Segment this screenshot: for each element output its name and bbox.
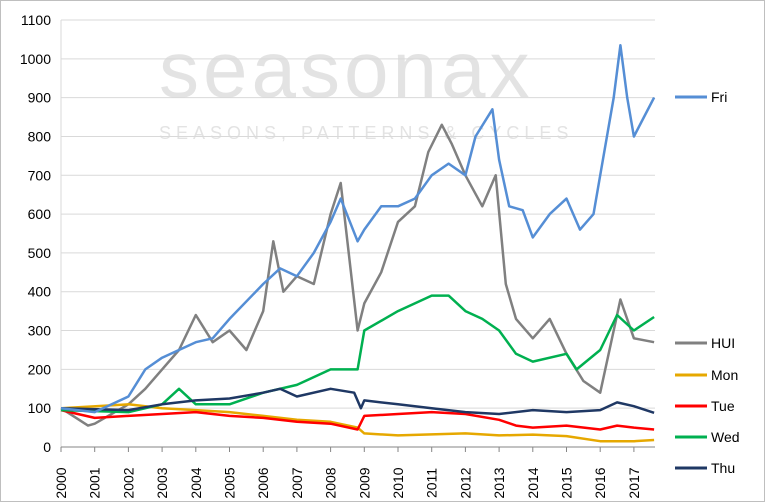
legend-label: HUI — [711, 335, 735, 351]
y-tick-label: 700 — [28, 167, 52, 183]
legend-label: Thu — [711, 460, 735, 476]
legend-label: Mon — [711, 367, 738, 383]
legend-item-hui: HUI — [675, 335, 735, 351]
legend-label: Tue — [711, 398, 735, 414]
seasonax-watermark: seasonax SEASONS, PATTERNS & CYCLES — [159, 25, 573, 143]
x-tick-label: 2004 — [188, 467, 204, 498]
legend-item-tue: Tue — [675, 398, 735, 414]
x-tick-label: 2016 — [592, 467, 608, 498]
y-tick-label: 300 — [28, 323, 52, 339]
x-tick-label: 2012 — [457, 467, 473, 498]
y-tick-label: 400 — [28, 284, 52, 300]
y-tick-label: 200 — [28, 361, 52, 377]
x-tick-label: 2007 — [289, 467, 305, 498]
x-tick-label: 2003 — [154, 467, 170, 498]
series-line-thu — [60, 387, 655, 416]
legend-item-mon: Mon — [675, 367, 738, 383]
y-tick-label: 1100 — [21, 12, 51, 28]
y-tick-label: 1000 — [20, 51, 51, 67]
legend-item-wed: Wed — [675, 429, 740, 445]
x-tick-label: 2014 — [525, 467, 541, 498]
y-tick-label: 0 — [43, 439, 51, 455]
x-tick-label: 2008 — [323, 467, 339, 498]
series-line-wed — [60, 294, 655, 414]
series-line-hui — [60, 123, 655, 427]
x-tick-label: 2017 — [626, 467, 642, 498]
x-tick-label: 2009 — [356, 467, 372, 498]
legend-item-fri: Fri — [675, 89, 727, 105]
x-tick-label: 2013 — [491, 467, 507, 498]
x-tick-label: 2002 — [120, 467, 136, 498]
legend-item-thu: Thu — [675, 460, 735, 476]
series-line-tue — [60, 408, 655, 431]
y-tick-label: 800 — [28, 128, 52, 144]
x-tick-label: 2005 — [222, 467, 238, 498]
x-tick-label: 2001 — [87, 467, 103, 498]
watermark-logo: seasonax — [159, 25, 533, 114]
series-line-mon — [60, 403, 655, 443]
x-tick-label: 2000 — [53, 467, 69, 498]
x-tick-label: 2011 — [424, 468, 440, 498]
y-tick-label: 900 — [28, 90, 52, 106]
legend-label: Wed — [711, 429, 740, 445]
y-tick-label: 500 — [28, 245, 52, 261]
x-tick-label: 2006 — [255, 467, 271, 498]
legend-label: Fri — [711, 89, 727, 105]
series-line-fri — [60, 43, 656, 414]
y-tick-label: 600 — [28, 206, 52, 222]
watermark-tagline: SEASONS, PATTERNS & CYCLES — [159, 123, 573, 143]
x-tick-label: 2010 — [390, 467, 406, 498]
y-tick-label: 100 — [28, 400, 52, 416]
x-tick-label: 2015 — [559, 467, 575, 498]
